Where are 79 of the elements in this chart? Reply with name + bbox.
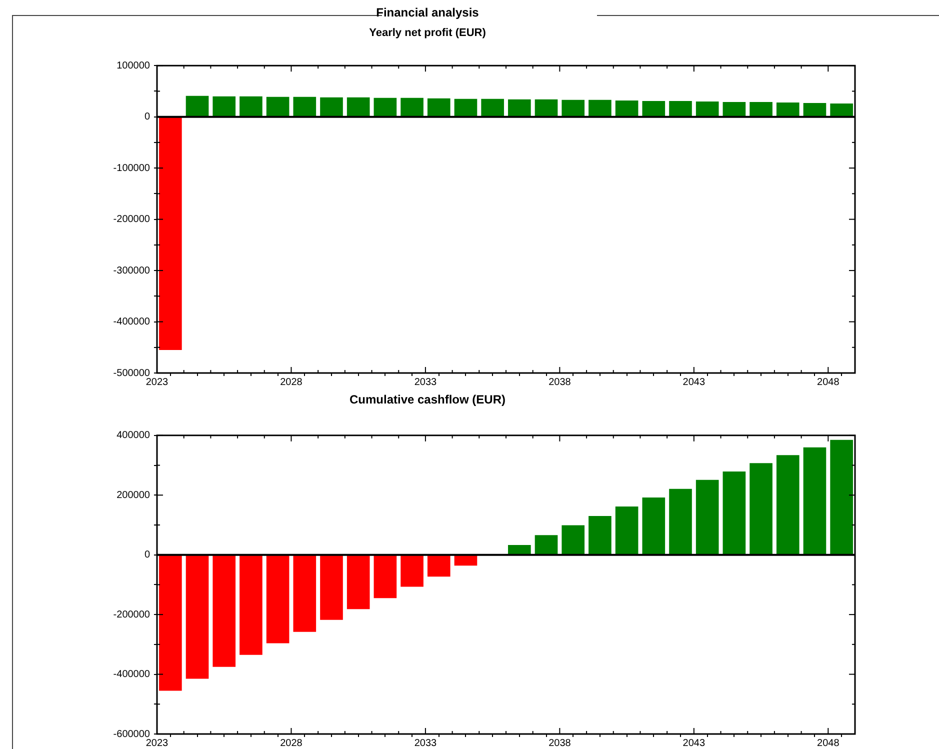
y-tick-label: 200000: [116, 490, 150, 501]
bar: [534, 535, 558, 554]
bar: [562, 100, 585, 116]
bar: [320, 555, 343, 620]
bar: [776, 455, 800, 554]
bar: [803, 447, 826, 554]
bar: [642, 498, 666, 554]
bar: [615, 506, 638, 554]
bar: [346, 97, 370, 116]
bar: [374, 555, 397, 598]
x-tick-label: 2043: [682, 376, 706, 388]
y-tick-label: 400000: [116, 430, 150, 442]
y-tick-label: 100000: [116, 60, 150, 72]
y-tick-label: -300000: [113, 265, 150, 276]
bar: [615, 100, 638, 116]
bar: [400, 98, 424, 116]
bar: [266, 96, 290, 116]
chart-title: Financial analysis: [376, 6, 480, 20]
bar: [212, 96, 236, 116]
bar: [803, 103, 826, 116]
bar: [669, 488, 692, 554]
bar: [427, 555, 450, 577]
bar: [454, 555, 478, 566]
x-tick-label: 2033: [414, 376, 438, 388]
bar: [212, 555, 236, 667]
y-tick-label: -200000: [113, 609, 150, 620]
chart-title: Cumulative cashflow (EUR): [349, 392, 506, 407]
bar: [534, 99, 558, 116]
x-tick-label: 2023: [146, 376, 169, 388]
bar: [722, 472, 746, 554]
bar: [696, 480, 719, 554]
x-tick-label: 2043: [682, 738, 706, 749]
bar: [588, 516, 612, 554]
bar: [186, 96, 209, 116]
x-tick-label: 2038: [548, 738, 572, 749]
y-tick-label: -200000: [113, 214, 150, 226]
bar: [427, 98, 450, 116]
y-tick-label: -400000: [113, 669, 150, 680]
x-tick-label: 2028: [280, 376, 303, 388]
y-tick-label: 0: [144, 550, 150, 561]
bar: [696, 101, 719, 116]
bar: [750, 102, 772, 116]
bar: [750, 463, 772, 554]
bar: [346, 555, 370, 610]
chart-subtitle: Yearly net profit (EUR): [369, 27, 486, 40]
bar: [159, 555, 182, 691]
bar: [320, 97, 343, 116]
x-tick-label: 2028: [280, 738, 303, 749]
bar: [508, 544, 531, 554]
y-tick-label: -600000: [113, 728, 150, 740]
x-tick-label: 2038: [548, 376, 572, 388]
bar: [508, 99, 531, 116]
bar: [240, 555, 262, 655]
x-tick-label: 2023: [146, 738, 169, 749]
bar: [830, 104, 853, 116]
bar: [454, 98, 478, 116]
bar: [374, 98, 397, 116]
bar: [293, 555, 316, 632]
bar: [642, 100, 666, 116]
y-tick-label: 0: [144, 112, 150, 123]
bar: [293, 96, 316, 116]
bar: [669, 100, 692, 116]
x-tick-label: 2048: [817, 376, 840, 388]
bar: [722, 102, 746, 116]
bar: [481, 98, 504, 116]
bar: [588, 100, 612, 116]
y-tick-label: -100000: [113, 162, 150, 174]
y-tick-label: -500000: [113, 368, 150, 379]
bar: [266, 555, 290, 644]
bar: [830, 440, 853, 554]
bar: [776, 102, 800, 116]
x-tick-label: 2048: [817, 738, 840, 749]
bar: [186, 555, 209, 679]
bar: [400, 555, 424, 587]
y-tick-label: -400000: [113, 316, 150, 328]
bar: [562, 525, 585, 554]
bar: [240, 96, 262, 116]
x-tick-label: 2033: [414, 738, 438, 749]
bar: [159, 117, 182, 350]
